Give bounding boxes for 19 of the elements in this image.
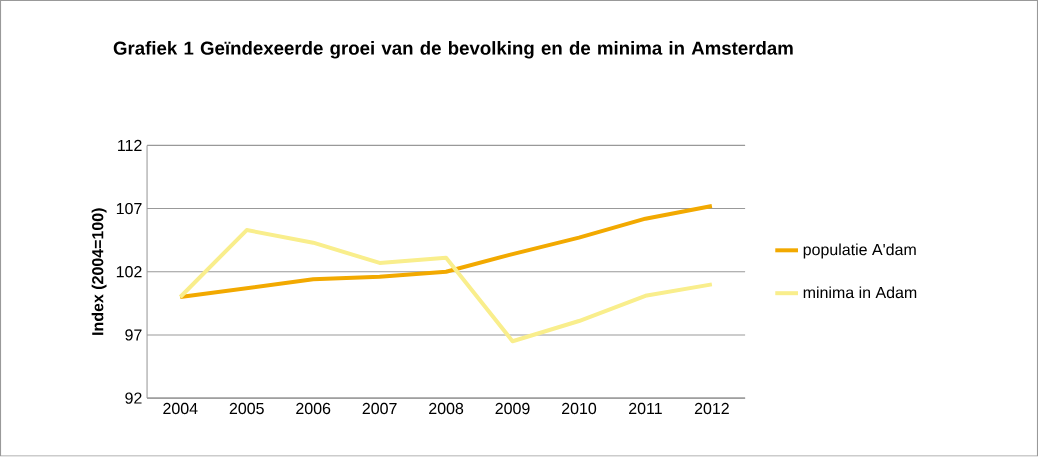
y-tick-label: 97 — [125, 329, 142, 341]
legend-label: populatie A'dam — [803, 243, 916, 259]
x-tick-label: 2012 — [694, 403, 729, 415]
x-tick-label: 2004 — [163, 403, 198, 415]
x-tick-label: 2011 — [629, 403, 662, 415]
y-tick-label: 92 — [125, 392, 142, 404]
y-tick-label: 107 — [116, 203, 142, 215]
x-tick-label: 2006 — [296, 403, 331, 415]
x-tick-label: 2005 — [229, 403, 264, 415]
y-tick-label: 112 — [118, 140, 142, 152]
y-axis-title: Index (2004=100) — [91, 208, 107, 336]
x-tick-label: 2008 — [429, 403, 464, 415]
x-tick-label: 2010 — [561, 403, 597, 415]
chart-title: Grafiek 1 Geïndexeerde groei van de bevolking en de minima in Amsterdam — [113, 41, 793, 59]
y-tick-label: 102 — [116, 266, 142, 278]
legend-label: minima in Adam — [803, 286, 917, 299]
line-series — [178, 228, 714, 344]
x-tick-label: 2007 — [362, 403, 397, 415]
x-tick-label: 2009 — [495, 403, 530, 415]
